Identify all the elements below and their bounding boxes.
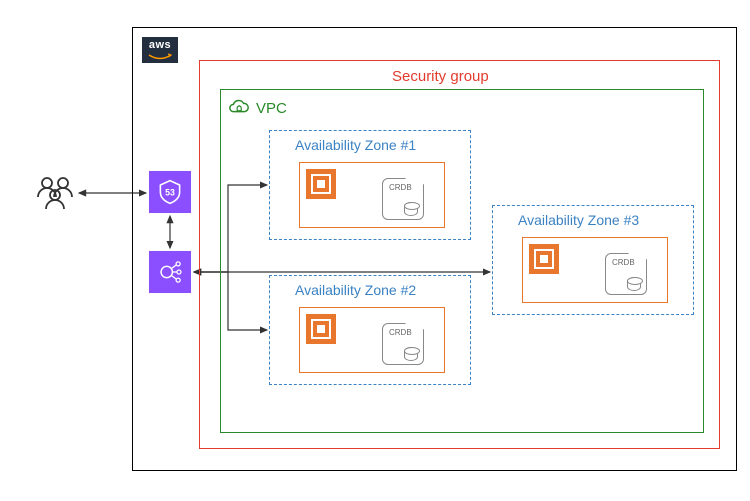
availability-zone-2-label: Availability Zone #2 (295, 282, 416, 298)
aws-logo-text: aws (149, 40, 171, 51)
route53-icon: 53 (149, 171, 191, 213)
availability-zone-3-label: Availability Zone #3 (518, 212, 639, 228)
crdb-label: CRDB (612, 258, 635, 267)
svg-text:53: 53 (165, 188, 175, 198)
availability-zone-1-label: Availability Zone #1 (295, 137, 416, 153)
crdb-label: CRDB (389, 328, 412, 337)
load-balancer-icon (149, 251, 191, 293)
vpc-label: VPC (256, 100, 287, 117)
users-icon (33, 175, 77, 213)
crdb-label: CRDB (389, 183, 412, 192)
security-group-label: Security group (392, 68, 489, 85)
ec2-chip-icon (306, 314, 336, 344)
ec2-chip-icon (306, 169, 336, 199)
diagram-canvas: aws Security group VPC Availability Zone… (0, 0, 750, 501)
ec2-chip-icon (529, 244, 559, 274)
vpc-cloud-icon (228, 97, 250, 119)
aws-logo-badge: aws (142, 37, 178, 63)
